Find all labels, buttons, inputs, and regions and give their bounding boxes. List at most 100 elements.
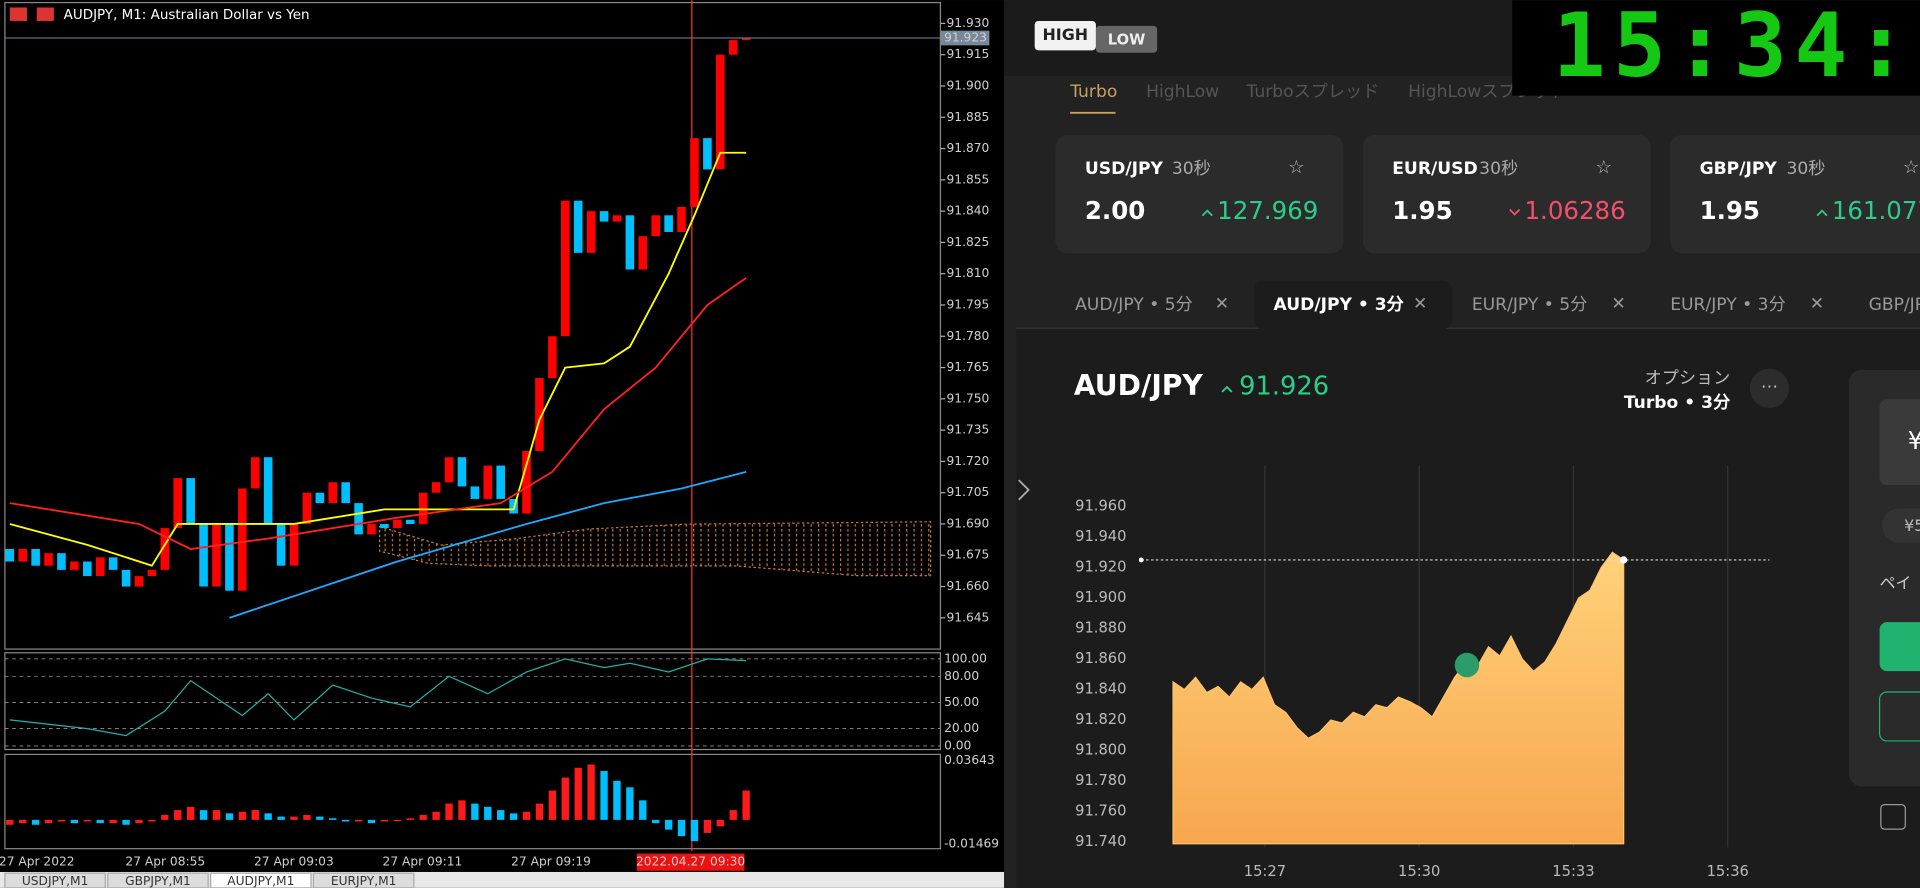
y-tick-label: 91.705: [947, 485, 990, 499]
candle: [380, 523, 389, 529]
hist-bar: [561, 777, 569, 820]
candle: [418, 492, 428, 524]
preset-box[interactable]: [1882, 508, 1920, 543]
menu-icon[interactable]: [9, 7, 27, 21]
moving-average: [9, 151, 747, 567]
y-tick-label: 91.930: [947, 16, 990, 30]
card-price: 1.06286: [1524, 196, 1625, 225]
candle: [651, 215, 660, 237]
asset-tab[interactable]: EUR/JPY • 5分: [1472, 295, 1587, 315]
logo-high-box: [1034, 20, 1096, 51]
y-tick-label: 91.900: [947, 78, 990, 92]
tab-close[interactable]: ✕: [1810, 294, 1824, 314]
oscillator-line: [9, 658, 747, 737]
candle: [625, 215, 635, 270]
card-payout: 1.95: [1700, 196, 1760, 225]
tab-close[interactable]: ✕: [1215, 294, 1229, 314]
y-tick-label: 91.840: [947, 204, 990, 218]
card-arrow: [1509, 208, 1521, 216]
y-tick-label: 91.915: [947, 47, 990, 61]
hist-bar: [316, 816, 324, 820]
hist-bar: [406, 818, 414, 820]
hist-bar: [290, 816, 298, 820]
high-button[interactable]: [1879, 622, 1920, 672]
hist-bar: [522, 811, 531, 820]
candle: [250, 457, 260, 489]
time-label: 27 Apr 09:11: [383, 855, 463, 869]
tab-close[interactable]: ✕: [1611, 294, 1625, 314]
candle: [561, 200, 570, 337]
hist-bar: [19, 819, 27, 824]
card-star: ☆: [1596, 157, 1612, 178]
card-arrow: [1201, 209, 1213, 217]
time-axis: [0, 853, 1005, 871]
asset: AUD/JPY: [1074, 369, 1204, 402]
hist-bar: [174, 810, 182, 820]
candle: [703, 138, 712, 170]
chart-title: AUDJPY, M1: Australian Dollar vs Yen: [64, 8, 310, 23]
payout-label: ペイ: [1880, 574, 1912, 593]
icon[interactable]: [1880, 804, 1906, 830]
y-tick-label: 91.920: [1075, 559, 1126, 576]
hist-bar: [729, 810, 737, 820]
candle: [302, 492, 312, 524]
osc-tick-label: 80.00: [944, 669, 979, 683]
hist-bar: [432, 811, 440, 820]
candle: [108, 557, 118, 570]
asset-tab[interactable]: AUD/JPY • 3分: [1273, 295, 1403, 315]
hist-bar: [199, 810, 208, 820]
main-plot: [4, 37, 941, 619]
y-tick-label: 91.720: [947, 454, 990, 468]
candle: [677, 206, 686, 232]
asset-tab[interactable]: AUD/JPY • 5分: [1075, 295, 1193, 315]
price-card[interactable]: [1670, 134, 1920, 254]
candle: [573, 200, 583, 253]
amount-box[interactable]: [1879, 399, 1920, 486]
y-tick-label: 91.795: [947, 297, 990, 311]
time-label: 27 Apr 2022: [0, 855, 75, 869]
asset-tab[interactable]: GBP/JPY • 5分: [1869, 295, 1920, 315]
nav-item[interactable]: Turboスプレッド: [1246, 82, 1380, 102]
hist-bar: [329, 818, 337, 820]
y-tick-label: 91.740: [1075, 833, 1126, 850]
reference-start: [1138, 557, 1144, 563]
hist-bar: [148, 819, 156, 822]
price-card[interactable]: [1055, 134, 1344, 254]
asset-tab[interactable]: EUR/JPY • 3分: [1670, 295, 1785, 315]
nav-item[interactable]: HighLow: [1146, 82, 1219, 102]
candle: [470, 486, 480, 499]
candle: [716, 54, 725, 170]
nav-item[interactable]: Turbo: [1069, 82, 1117, 102]
time-label: 27 Apr 08:55: [125, 855, 205, 869]
preset: ¥5: [1904, 516, 1920, 535]
y-tick-label: 91.870: [947, 141, 990, 155]
chart-tab-label: GBPJPY,M1: [125, 874, 191, 888]
card-price: 161.077: [1832, 196, 1920, 225]
hist-frame: [4, 753, 942, 850]
x-tick-label: 15:27: [1244, 863, 1286, 880]
candle: [225, 523, 234, 591]
low-button[interactable]: [1878, 691, 1920, 742]
price-card[interactable]: [1362, 134, 1651, 254]
asset-arrow: [1221, 385, 1233, 393]
chart-icon[interactable]: [36, 7, 54, 21]
candle: [44, 553, 53, 566]
hist-bar: [716, 819, 724, 827]
hist-bar: [393, 819, 402, 822]
expand-arrow[interactable]: [1018, 479, 1030, 501]
hist-bar: [44, 819, 53, 824]
candle: [18, 548, 27, 562]
y-tick-label: 91.820: [1075, 711, 1126, 728]
chart-tab-label: AUDJPY,M1: [227, 874, 294, 888]
y-tick-label: 91.885: [947, 110, 990, 124]
hist-bar: [161, 814, 169, 820]
candle: [263, 457, 273, 524]
entry-marker[interactable]: [1454, 652, 1480, 678]
y-tick-label: 91.645: [947, 610, 990, 624]
candle: [57, 553, 66, 570]
amount: ¥: [1908, 426, 1920, 455]
tab-close[interactable]: ✕: [1413, 294, 1427, 314]
more-button[interactable]: [1749, 368, 1789, 408]
hist-bar: [122, 819, 130, 825]
